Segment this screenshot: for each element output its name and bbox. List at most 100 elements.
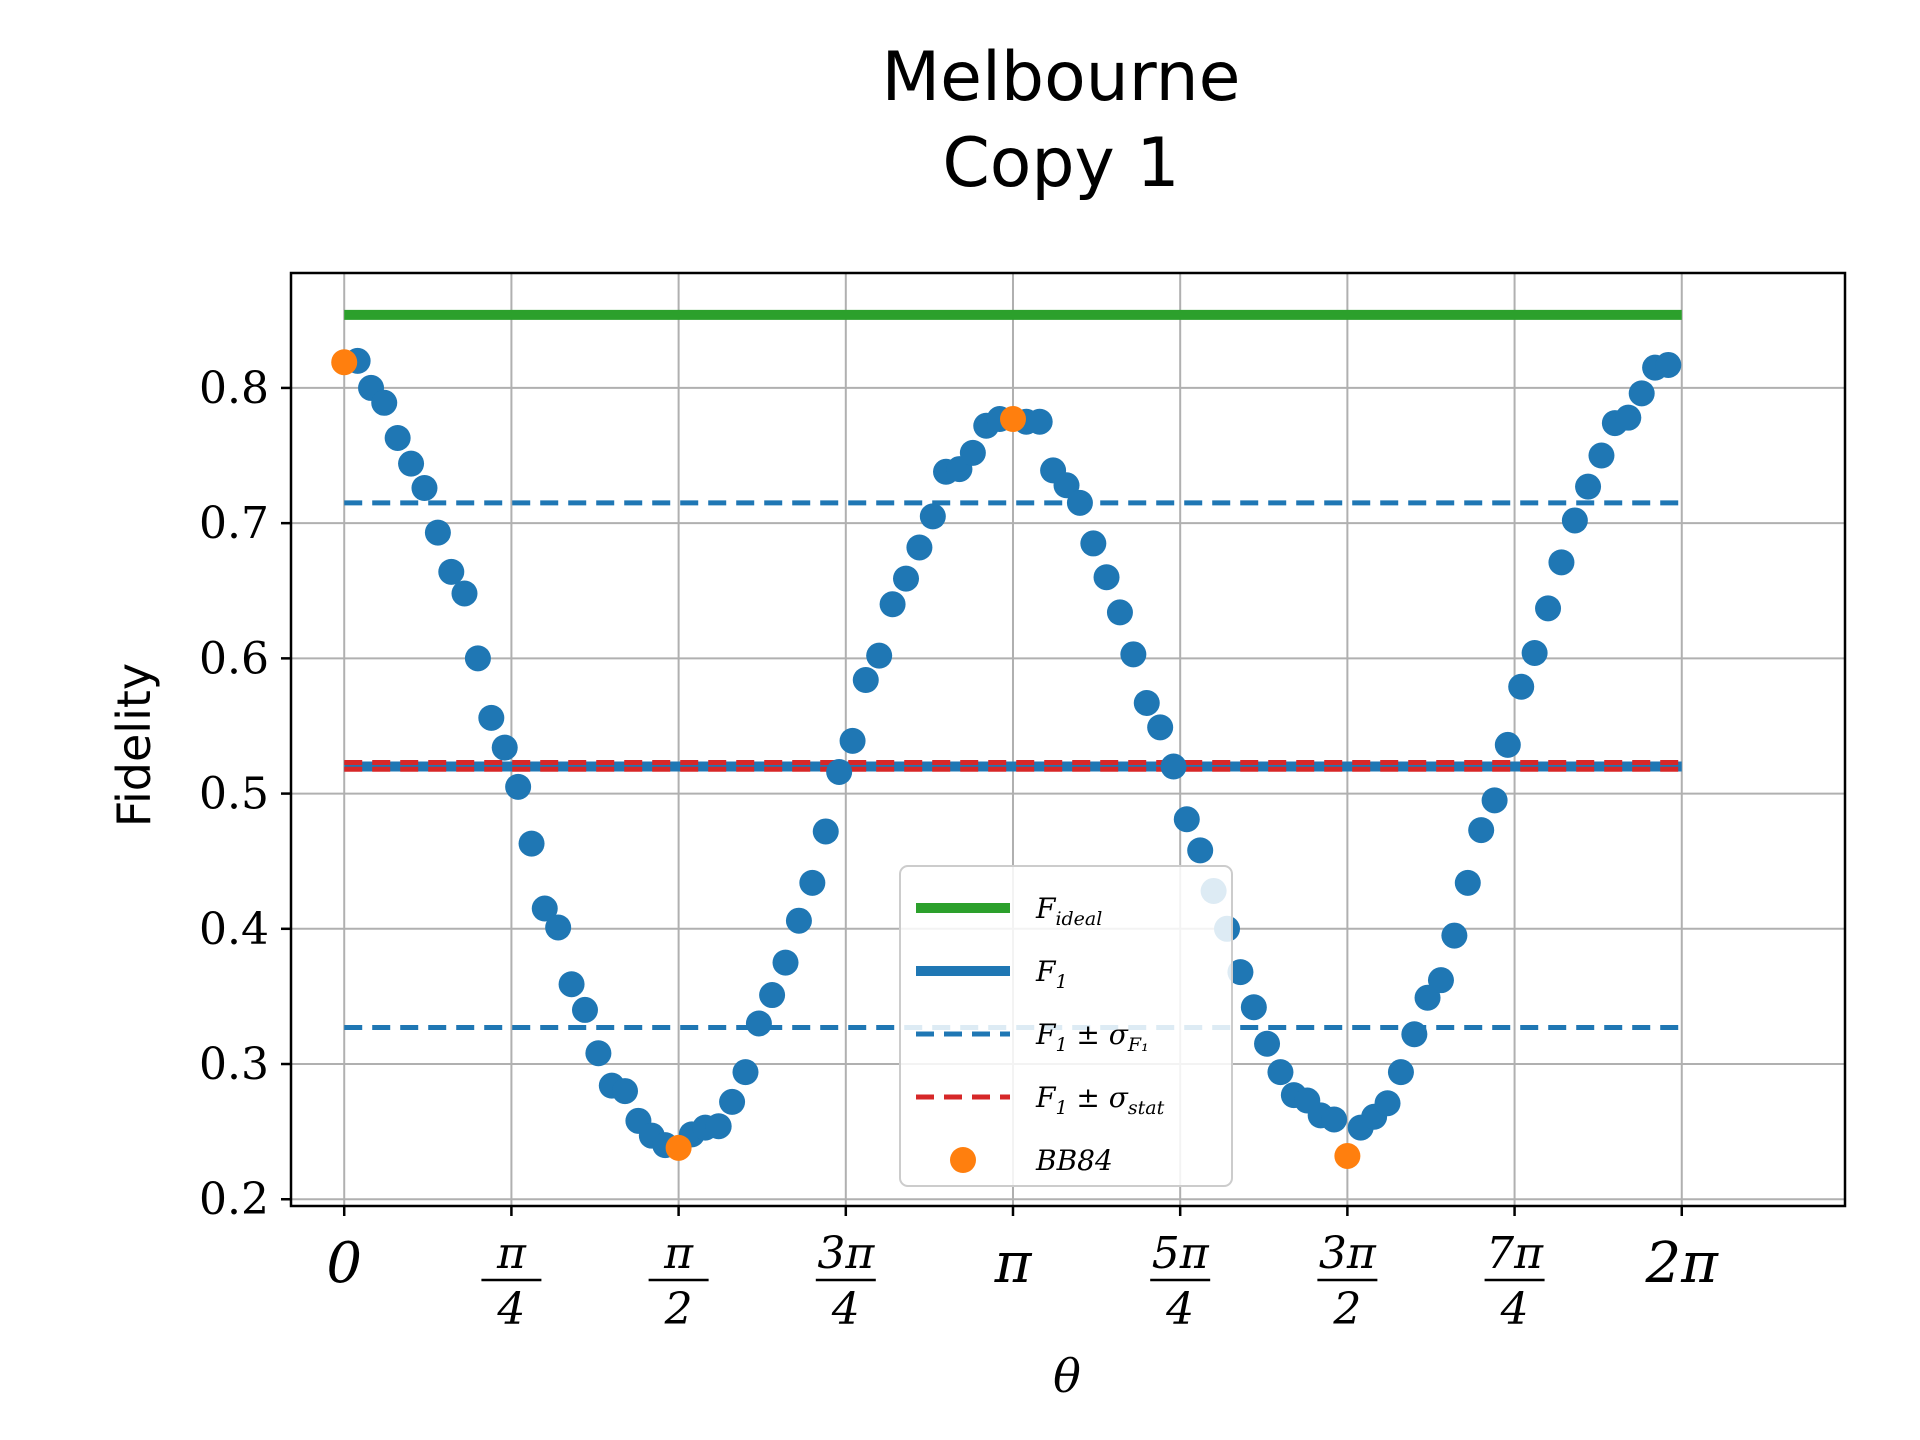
fidelity-point [451,580,478,607]
x-tick-denominator: 4 [1500,1284,1529,1335]
fidelity-point [1227,959,1254,986]
fidelity-point [1628,380,1655,407]
fidelity-point [1133,689,1160,716]
fidelity-point [1120,641,1147,668]
fidelity-point [772,949,799,976]
y-tick-label: 0.8 [199,363,269,414]
fidelity-point [424,519,451,546]
fidelity-point [1588,442,1615,469]
fidelity-point [1427,967,1454,994]
fidelity-point [531,895,558,922]
fidelity-point [839,727,866,754]
fidelity-point [1254,1030,1281,1057]
x-tick-denominator: 4 [1165,1284,1194,1335]
bb84-point [665,1134,692,1161]
fidelity-point [398,450,425,477]
y-axis-ticks: 0.2 0.3 0.4 0.5 0.6 0.7 0.8 [199,363,291,1225]
bb84-point [331,349,358,376]
fidelity-point [1374,1090,1401,1117]
fidelity-point [1267,1059,1294,1086]
x-tick-numerator: 3π [1319,1228,1377,1279]
fidelity-point [571,996,598,1023]
bb84-point [999,406,1026,433]
chart-title-line-2: Copy 1 [942,124,1179,203]
x-tick-label: 2π [1645,1231,1720,1296]
fidelity-point [1147,714,1174,741]
fidelity-point [558,971,585,998]
fidelity-point [505,773,532,800]
fidelity-point [866,642,893,669]
x-tick-label: 0 [326,1231,362,1296]
fidelity-point [893,565,920,592]
fidelity-point [371,389,398,416]
y-tick-label: 0.3 [199,1039,269,1090]
plot-frame [289,271,1847,1208]
fidelity-point [491,734,518,761]
fidelity-point [1481,787,1508,814]
y-tick-label: 0.6 [199,633,269,684]
fidelity-point [852,667,879,694]
x-tick-label: π [994,1231,1033,1296]
legend-label: F1 ± σstat [1035,1081,1165,1119]
fidelity-point [1655,351,1682,378]
x-tick-numerator: 3π [817,1228,875,1279]
fidelity-point [732,1059,759,1086]
legend-box [899,865,1233,1187]
fidelity-point [1066,489,1093,516]
fidelity-point [1160,753,1187,780]
fidelity-point [719,1088,746,1115]
x-axis-label: θ [1053,1349,1081,1403]
fidelity-point [785,907,812,934]
fidelity-point [1240,994,1267,1021]
fidelity-point [1454,869,1481,896]
fidelity-point [1414,984,1441,1011]
fidelity-point [585,1040,612,1067]
fidelity-point [759,982,786,1009]
fidelity-point [705,1113,732,1140]
fidelity-point [411,474,438,501]
legend-label: BB84 [1035,1144,1113,1177]
fidelity-point [1441,922,1468,949]
fidelity-point [1521,639,1548,666]
legend: Fideal F1 F1 ± σF₁ F1 ± σstat BB84 [899,865,1233,1187]
fidelity-point [1561,507,1588,534]
fidelity-point [906,534,933,561]
y-tick-label: 0.4 [199,904,269,955]
fidelity-point [1494,731,1521,758]
fidelity-point [438,558,465,585]
fidelity-point [1106,599,1133,626]
fidelity-point [1053,472,1080,499]
fidelity-point [879,591,906,618]
y-tick-label: 0.5 [199,769,269,820]
x-tick-denominator: 2 [1332,1284,1361,1335]
fidelity-point [1187,837,1214,864]
fidelity-point [478,704,505,731]
fidelity-point [1548,549,1575,576]
x-tick-numerator: π [496,1228,527,1279]
fidelity-point [1026,408,1053,435]
fidelity-point [826,758,853,785]
y-tick-label: 0.2 [199,1174,269,1225]
y-tick-label: 0.7 [199,498,269,549]
reference-lines [344,309,1682,1031]
fidelity-point [959,439,986,466]
fidelity-point [1321,1106,1348,1133]
bb84-point [1334,1142,1361,1169]
fidelity-point [812,818,839,845]
fidelity-point [1508,673,1535,700]
fidelity-point [1535,595,1562,622]
fidelity-point [1080,530,1107,557]
y-axis-label: Fidelity [107,663,161,827]
fidelity-point [384,424,411,451]
fidelity-point [1615,404,1642,431]
x-tick-numerator: 7π [1486,1228,1544,1279]
x-tick-denominator: 4 [831,1284,860,1335]
x-tick-numerator: π [663,1228,694,1279]
fidelity-point [545,914,572,941]
fidelity-point [1093,564,1120,591]
fidelity-point [1401,1021,1428,1048]
fidelity-point [518,830,545,857]
fidelity-point [1173,806,1200,833]
